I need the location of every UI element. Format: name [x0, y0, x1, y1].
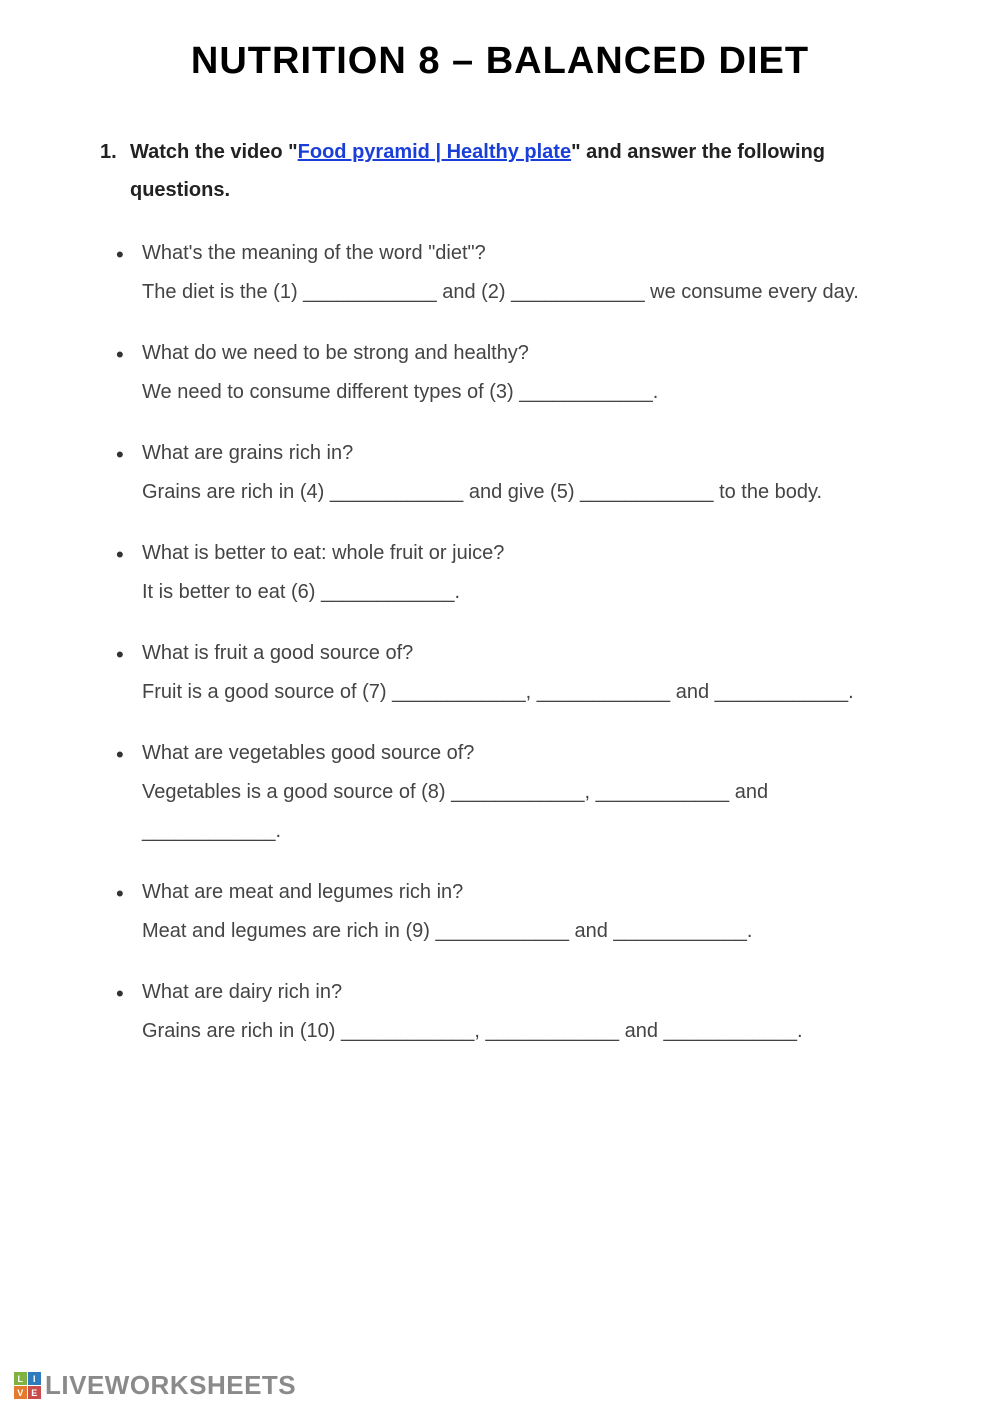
question-text: What are vegetables good source of? — [142, 734, 900, 773]
logo-cell: L — [14, 1372, 27, 1385]
question-text: What is better to eat: whole fruit or ju… — [142, 534, 900, 573]
instruction-number: 1. — [100, 133, 130, 171]
instruction-line: 1.Watch the video "Food pyramid | Health… — [100, 133, 900, 209]
list-item: What are vegetables good source of? Vege… — [142, 734, 900, 851]
list-item: What is fruit a good source of? Fruit is… — [142, 634, 900, 712]
answer-text: The diet is the (1) ____________ and (2)… — [142, 273, 900, 312]
answer-text: Fruit is a good source of (7) __________… — [142, 673, 900, 712]
question-text: What are meat and legumes rich in? — [142, 873, 900, 912]
question-text: What are grains rich in? — [142, 434, 900, 473]
list-item: What do we need to be strong and healthy… — [142, 334, 900, 412]
question-text: What are dairy rich in? — [142, 973, 900, 1012]
watermark-text: LIVEWORKSHEETS — [45, 1370, 296, 1401]
logo-cell: V — [14, 1386, 27, 1399]
answer-text: Vegetables is a good source of (8) _____… — [142, 773, 900, 851]
answer-text: It is better to eat (6) ____________. — [142, 573, 900, 612]
logo-cell: E — [28, 1386, 41, 1399]
video-link[interactable]: Food pyramid | Healthy plate — [298, 141, 571, 163]
answer-text: Meat and legumes are rich in (9) _______… — [142, 912, 900, 951]
list-item: What are grains rich in? Grains are rich… — [142, 434, 900, 512]
question-list: What's the meaning of the word "diet"? T… — [100, 234, 900, 1051]
list-item: What's the meaning of the word "diet"? T… — [142, 234, 900, 312]
answer-text: Grains are rich in (4) ____________ and … — [142, 473, 900, 512]
watermark-logo-icon: L I V E — [14, 1372, 41, 1399]
question-text: What's the meaning of the word "diet"? — [142, 234, 900, 273]
answer-text: We need to consume different types of (3… — [142, 373, 900, 412]
instruction-pre: Watch the video " — [130, 141, 298, 163]
list-item: What are meat and legumes rich in? Meat … — [142, 873, 900, 951]
question-text: What is fruit a good source of? — [142, 634, 900, 673]
watermark: L I V E LIVEWORKSHEETS — [14, 1370, 296, 1401]
list-item: What is better to eat: whole fruit or ju… — [142, 534, 900, 612]
logo-cell: I — [28, 1372, 41, 1385]
question-text: What do we need to be strong and healthy… — [142, 334, 900, 373]
answer-text: Grains are rich in (10) ____________, __… — [142, 1012, 900, 1051]
worksheet-title: Nutrition 8 – Balanced Diet — [100, 40, 900, 83]
list-item: What are dairy rich in? Grains are rich … — [142, 973, 900, 1051]
